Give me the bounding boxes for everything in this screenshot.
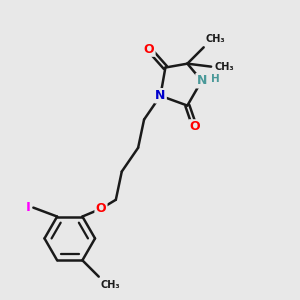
Text: N: N [155, 89, 166, 102]
Text: CH₃: CH₃ [205, 34, 225, 44]
Text: O: O [190, 121, 200, 134]
Text: O: O [96, 202, 106, 215]
Text: N: N [196, 74, 207, 87]
Text: O: O [144, 43, 154, 56]
Text: H: H [211, 74, 220, 84]
Text: CH₃: CH₃ [214, 61, 234, 72]
Text: I: I [26, 201, 30, 214]
Text: CH₃: CH₃ [100, 280, 120, 290]
